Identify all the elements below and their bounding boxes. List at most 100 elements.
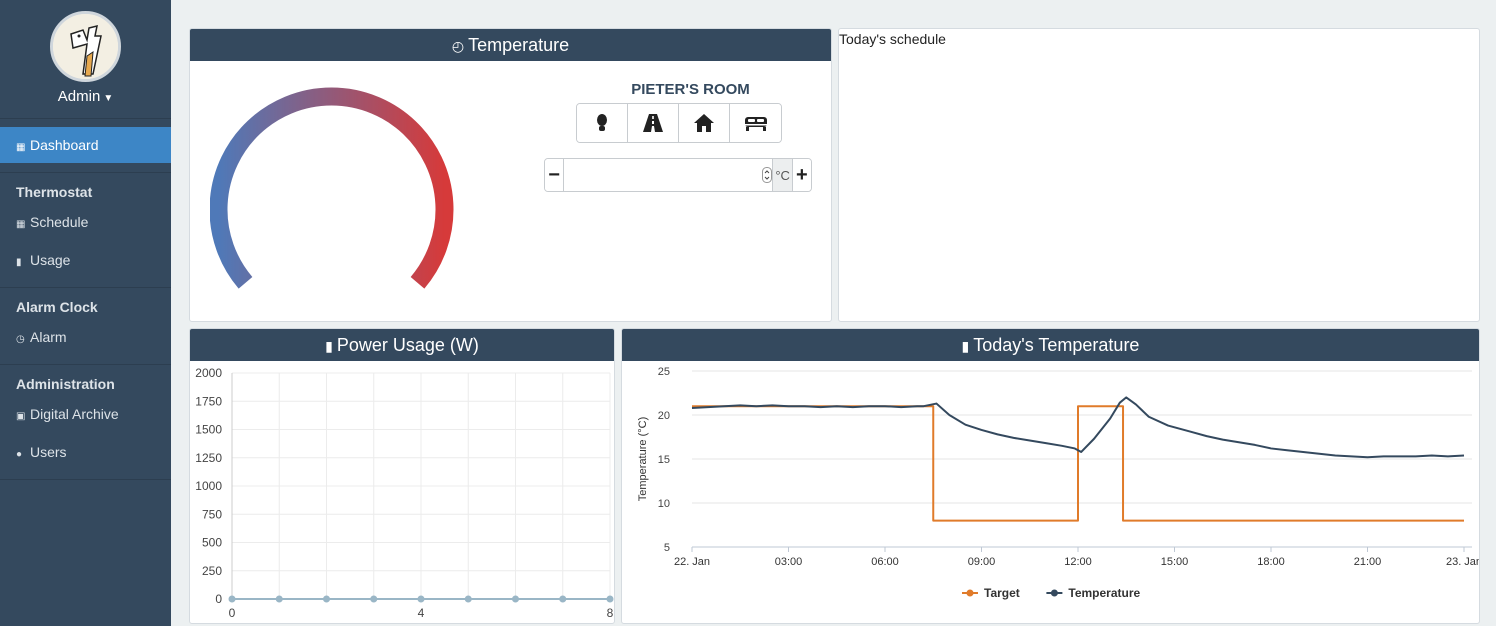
todays-temperature-panel: ▮ Today's Temperature 5 10 15 20 25 22. Jan 03:… — [621, 328, 1480, 624]
divider — [0, 172, 171, 173]
x-tick-label: 15:00 — [1161, 556, 1189, 568]
data-point — [417, 595, 425, 603]
mode-commute-button[interactable] — [628, 104, 679, 142]
series-line-temperature — [691, 396, 1465, 459]
series-line-target — [692, 405, 1464, 522]
data-point — [512, 595, 519, 603]
sidebar-item-label: Usage — [30, 252, 71, 268]
y-tick-label: 20 — [658, 410, 670, 422]
y-tick-label: 1250 — [195, 451, 222, 465]
chevron-down-icon: ▼ — [103, 93, 114, 104]
panel-title: Power Usage (W) — [336, 335, 479, 355]
sidebar: Admin ▼ ▦ Dashboard Thermostat ▦ Schedule ▮… — [0, 0, 171, 626]
bar-chart-icon: ▮ — [16, 257, 22, 268]
sidebar-item-label: Dashboard — [30, 137, 99, 153]
y-tick-label: 25 — [658, 366, 670, 378]
dashboard-icon: ◴ — [451, 38, 465, 54]
y-tick-label: 500 — [202, 536, 222, 550]
power-usage-panel: ▮ Power Usage (W) 0 250 500 750 1000 1250 1500 1… — [189, 328, 615, 624]
briefcase-icon: ▣ — [16, 411, 26, 422]
panel-title: Today's Temperature — [973, 335, 1140, 355]
y-axis-label: Temperature (°C) — [637, 417, 649, 501]
setpoint-control: − °C + — [544, 158, 812, 192]
legend-label: Temperature — [1068, 586, 1140, 600]
foot-icon — [597, 114, 607, 131]
data-point — [370, 595, 378, 603]
bar-chart-icon: ▮ — [325, 338, 333, 354]
y-tick-label: 1500 — [195, 423, 222, 437]
x-tick-label: 23. Jan — [1446, 556, 1479, 568]
x-tick-label: 06:00 — [871, 556, 899, 568]
y-tick-label: 1750 — [195, 394, 222, 408]
divider — [0, 118, 171, 119]
data-point — [323, 595, 330, 603]
y-tick-label: 250 — [202, 564, 222, 578]
section-heading-thermostat: Thermostat — [16, 184, 93, 200]
x-tick-label: 4 — [418, 606, 425, 620]
home-icon — [694, 114, 714, 132]
mode-sleep-button[interactable] — [730, 104, 781, 142]
schedule-title: Today's schedule — [839, 31, 946, 47]
y-tick-label: 0 — [215, 592, 222, 606]
bed-icon — [744, 117, 767, 131]
power-usage-chart: 0 250 500 750 1000 1250 1500 1750 2000 0 4 8 — [195, 366, 614, 620]
panel-header: ▮ Power Usage (W) — [190, 329, 614, 361]
road-icon — [643, 114, 663, 132]
gauge-arc — [210, 87, 454, 289]
y-tick-label: 5 — [664, 542, 670, 554]
y-tick-label: 10 — [658, 498, 670, 510]
bar-chart-icon: ▮ — [961, 338, 970, 354]
x-tick-label: 18:00 — [1257, 556, 1285, 568]
x-tick-label: 21:00 — [1354, 556, 1382, 568]
x-tick-label: 22. Jan — [674, 556, 710, 568]
x-tick-label: 09:00 — [968, 556, 996, 568]
room-title: PIETER'S ROOM — [631, 81, 750, 98]
x-tick-label: 12:00 — [1064, 556, 1092, 568]
panel-header: ▮ Today's Temperature — [622, 329, 1479, 361]
sidebar-item-alarm[interactable]: ◷ Alarm — [0, 319, 171, 355]
y-tick-label: 2000 — [195, 366, 222, 380]
data-point — [606, 595, 614, 603]
section-heading-alarm-clock: Alarm Clock — [16, 299, 98, 315]
sidebar-item-label: Users — [30, 444, 67, 460]
sidebar-item-dashboard[interactable]: ▦ Dashboard — [0, 127, 171, 163]
todays-temperature-chart: 5 10 15 20 25 22. Jan 03:00 06:00 09:00 12:00 15:0… — [637, 366, 1479, 600]
temperature-panel: ◴ Temperature PIETER'S ROOM − °C — [189, 28, 832, 322]
divider — [0, 287, 171, 288]
panel-title: Temperature — [468, 35, 570, 55]
y-tick-label: 15 — [658, 454, 670, 466]
spinner-icon[interactable] — [761, 159, 772, 191]
sidebar-item-digital-archive[interactable]: ▣ Digital Archive — [0, 396, 171, 432]
data-point — [228, 595, 236, 603]
user-menu-toggle[interactable]: Admin ▼ — [0, 88, 171, 105]
user-icon: ● — [16, 449, 23, 460]
clock-icon: ◷ — [16, 334, 25, 345]
x-tick-label: 0 — [229, 606, 236, 620]
mode-away-button[interactable] — [577, 104, 628, 142]
avatar[interactable] — [50, 11, 121, 82]
legend-swatch-marker — [1050, 589, 1058, 597]
decrease-button[interactable]: − — [545, 159, 565, 191]
sidebar-item-label: Alarm — [30, 329, 67, 345]
temperature-gauge — [210, 87, 454, 289]
sidebar-item-schedule[interactable]: ▦ Schedule — [0, 204, 171, 240]
x-tick-label: 03:00 — [775, 556, 803, 568]
increase-button[interactable]: + — [791, 159, 811, 191]
data-point — [464, 595, 472, 603]
mode-home-button[interactable] — [679, 104, 730, 142]
sidebar-item-users[interactable]: ● Users — [0, 434, 171, 470]
setpoint-input[interactable] — [564, 159, 762, 191]
y-tick-label: 750 — [202, 507, 222, 521]
unit-label: °C — [772, 159, 792, 191]
y-tick-label: 1000 — [195, 479, 222, 493]
divider — [0, 364, 171, 365]
sidebar-item-usage[interactable]: ▮ Usage — [0, 242, 171, 278]
section-heading-administration: Administration — [16, 376, 115, 392]
panel-header: ◴ Temperature — [190, 29, 831, 61]
legend-swatch-marker — [966, 589, 974, 597]
data-point — [559, 595, 567, 603]
divider — [0, 479, 171, 480]
x-tick-label: 8 — [607, 606, 614, 620]
schedule-panel: Today's schedule — [838, 28, 1480, 322]
legend-label: Target — [984, 586, 1020, 600]
